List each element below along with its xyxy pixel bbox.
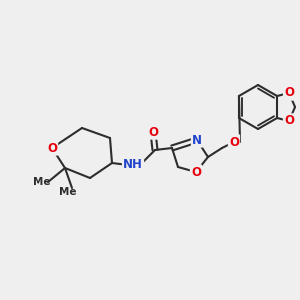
Text: N: N (192, 134, 202, 146)
Text: O: O (284, 115, 294, 128)
Text: Me: Me (33, 177, 51, 187)
Text: NH: NH (123, 158, 143, 172)
Text: O: O (284, 86, 294, 100)
Text: O: O (148, 125, 158, 139)
Text: Me: Me (59, 187, 77, 197)
Text: O: O (191, 166, 201, 178)
Text: O: O (47, 142, 57, 154)
Text: O: O (229, 136, 239, 148)
